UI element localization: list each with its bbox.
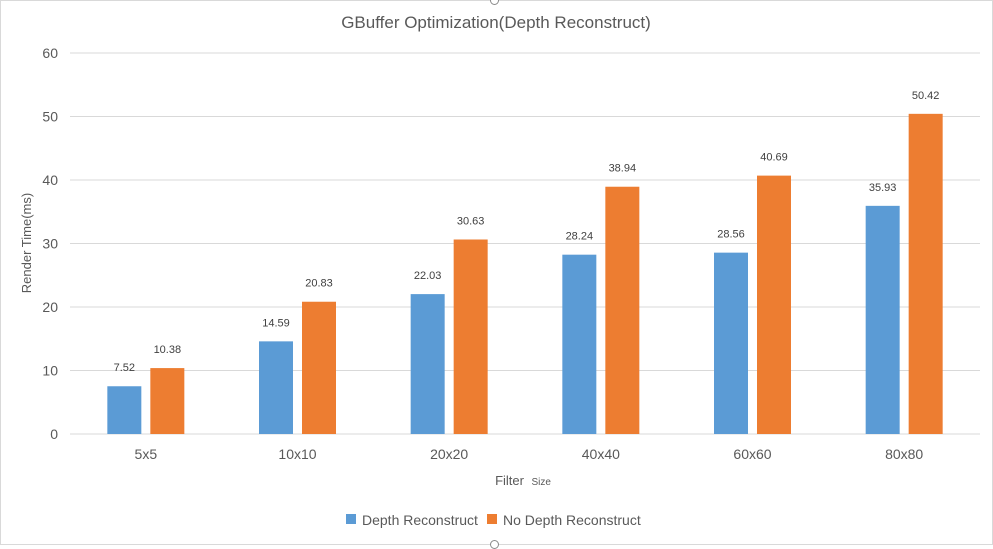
chart-title: GBuffer Optimization(Depth Reconstruct) bbox=[341, 13, 651, 32]
data-label: 38.94 bbox=[609, 163, 637, 175]
y-tick-label: 30 bbox=[42, 236, 58, 252]
y-tick-label: 10 bbox=[42, 363, 58, 379]
data-label: 20.83 bbox=[305, 278, 333, 290]
bar-no-depth-reconstruct bbox=[757, 175, 791, 434]
x-tick-label: 60x60 bbox=[733, 446, 771, 462]
bar-no-depth-reconstruct bbox=[302, 301, 336, 434]
y-axis-title: Render Time(ms) bbox=[19, 193, 34, 293]
y-tick-label: 50 bbox=[42, 109, 58, 125]
bar-no-depth-reconstruct bbox=[453, 239, 488, 434]
x-axis-title: Filter Size bbox=[495, 472, 551, 489]
data-label: 35.93 bbox=[869, 182, 897, 194]
bar-no-depth-reconstruct bbox=[150, 368, 185, 434]
bar-depth-reconstruct bbox=[714, 252, 748, 434]
data-label: 30.63 bbox=[457, 215, 485, 227]
legend-swatch-no-depth-reconstruct bbox=[487, 514, 497, 524]
bar-no-depth-reconstruct bbox=[605, 186, 640, 434]
data-label: 22.03 bbox=[414, 270, 442, 282]
x-axis-title-small: Size bbox=[531, 477, 551, 488]
x-tick-label: 10x10 bbox=[278, 446, 316, 462]
bar-depth-reconstruct bbox=[259, 341, 293, 434]
x-axis-ticks: 5x5 10x10 20x20 40x40 60x60 80x80 bbox=[135, 446, 924, 462]
data-label: 14.59 bbox=[262, 317, 290, 329]
gridlines bbox=[70, 52, 980, 435]
data-label: 10.38 bbox=[154, 344, 182, 356]
data-label: 50.42 bbox=[912, 90, 940, 102]
y-tick-label: 40 bbox=[42, 172, 58, 188]
legend-swatch-depth-reconstruct bbox=[346, 514, 356, 524]
data-label: 7.52 bbox=[114, 362, 135, 374]
bars bbox=[107, 113, 943, 434]
data-labels: 7.52 10.38 14.59 20.83 22.03 30.63 28.24 38.94 2… bbox=[114, 90, 940, 374]
bar-depth-reconstruct bbox=[562, 254, 597, 434]
x-tick-label: 40x40 bbox=[582, 446, 620, 462]
top-resize-handle[interactable] bbox=[490, 0, 499, 5]
x-tick-label: 20x20 bbox=[430, 446, 468, 462]
y-tick-label: 60 bbox=[42, 45, 58, 61]
x-tick-label: 5x5 bbox=[135, 446, 158, 462]
x-axis-title-main: Filter bbox=[495, 473, 525, 488]
data-label: 28.24 bbox=[566, 231, 594, 243]
x-tick-label: 80x80 bbox=[885, 446, 923, 462]
bar-depth-reconstruct bbox=[865, 205, 900, 434]
legend: Depth Reconstruct No Depth Reconstruct bbox=[346, 512, 641, 528]
bar-depth-reconstruct bbox=[410, 294, 445, 434]
bar-no-depth-reconstruct bbox=[908, 113, 943, 434]
bar-depth-reconstruct bbox=[107, 386, 142, 434]
y-tick-label: 20 bbox=[42, 299, 58, 315]
y-axis-ticks: 0 10 20 30 40 50 60 bbox=[42, 45, 58, 442]
legend-label-no-depth-reconstruct: No Depth Reconstruct bbox=[503, 512, 641, 528]
y-tick-label: 0 bbox=[50, 426, 58, 442]
data-label: 28.56 bbox=[717, 229, 745, 241]
legend-label-depth-reconstruct: Depth Reconstruct bbox=[362, 512, 478, 528]
data-label: 40.69 bbox=[760, 152, 788, 164]
